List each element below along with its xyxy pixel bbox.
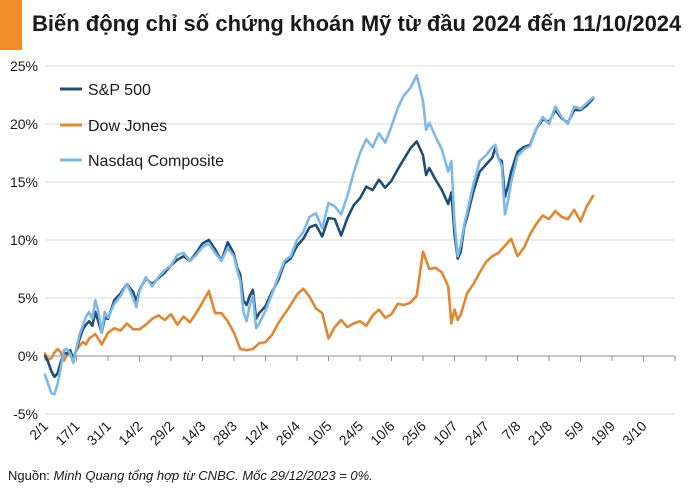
y-tick-label: 0% — [18, 348, 38, 364]
x-tick-label: 14/3 — [178, 418, 209, 449]
y-tick-label: 15% — [10, 174, 38, 190]
x-tick-label: 7/8 — [499, 418, 524, 443]
source-label: Nguồn: — [8, 468, 54, 483]
x-tick-label: 29/2 — [147, 418, 178, 449]
x-tick-label: 17/1 — [52, 418, 83, 449]
x-tick-label: 28/3 — [210, 418, 241, 449]
x-tick-label: 3/10 — [619, 418, 650, 449]
x-tick-label: 5/9 — [562, 418, 587, 443]
source-note: Nguồn: Minh Quang tổng hợp từ CNBC. Mốc … — [8, 468, 373, 483]
series-line-nasdaq-composite — [43, 74, 595, 396]
x-tick-label: 10/5 — [304, 418, 335, 449]
legend-label: S&P 500 — [88, 82, 151, 99]
y-tick-label: 25% — [10, 58, 38, 74]
x-tick-label: 12/4 — [241, 418, 272, 449]
line-chart: -5%0%5%10%15%20%25%2/1 17/1 31/1 14/2 29/2 14… — [10, 58, 676, 449]
x-tick-label: 19/9 — [588, 418, 619, 449]
x-tick-label: 10/6 — [367, 418, 398, 449]
y-tick-label: 5% — [18, 290, 38, 306]
legend-label: Dow Jones — [88, 118, 167, 135]
x-tick-label: 24/5 — [336, 418, 367, 449]
x-tick-label: 25/6 — [399, 418, 430, 449]
chart-title: Biến động chỉ số chứng khoán Mỹ từ đầu 2… — [32, 11, 682, 36]
series-line-dow-jones — [43, 194, 595, 362]
x-tick-label: 26/4 — [273, 418, 304, 449]
source-detail: Minh Quang tổng hợp từ CNBC. Mốc 29/12/2… — [53, 468, 373, 483]
x-tick-label: 21/8 — [525, 418, 556, 449]
y-tick-label: 20% — [10, 116, 38, 132]
y-tick-label: -5% — [13, 406, 38, 422]
x-tick-label: 14/2 — [115, 418, 146, 449]
x-tick-label: 31/1 — [84, 418, 115, 449]
y-tick-label: 10% — [10, 232, 38, 248]
x-tick-label: 10/7 — [430, 418, 461, 449]
x-tick-label: 24/7 — [462, 418, 493, 449]
title-accent-bar — [0, 0, 22, 50]
legend-label: Nasdaq Composite — [88, 153, 224, 170]
